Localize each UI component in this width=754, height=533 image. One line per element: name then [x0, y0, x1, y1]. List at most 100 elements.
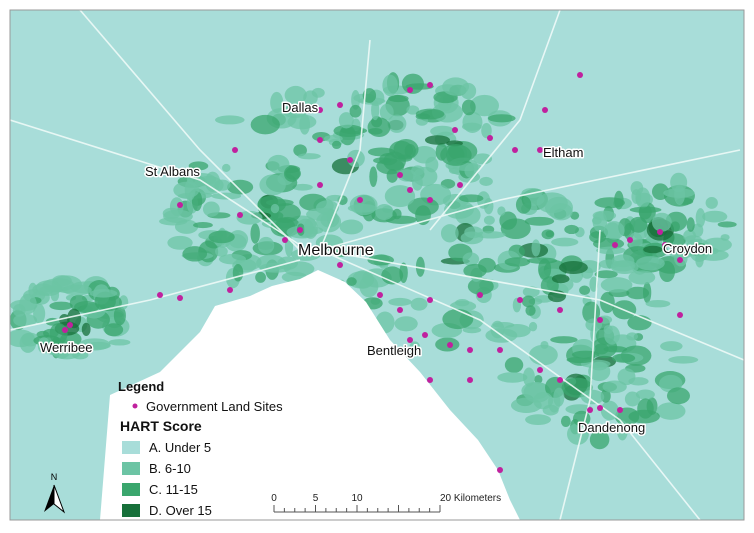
site-dot: [427, 82, 433, 88]
density-patch: [683, 229, 696, 243]
density-patch: [600, 277, 633, 293]
place-label: Dandenong: [578, 420, 645, 435]
site-dot: [597, 317, 603, 323]
density-patch: [367, 117, 391, 138]
density-patch: [255, 271, 266, 283]
density-patch: [542, 404, 559, 416]
density-patch: [635, 389, 655, 400]
density-patch: [635, 256, 665, 271]
density-patch: [602, 380, 627, 394]
density-patch: [487, 114, 516, 123]
port-phillip-bay: [100, 270, 520, 520]
place-label: St Albans: [145, 164, 200, 179]
site-dot: [317, 107, 323, 113]
scale-bar: 0 5 10 20 Kilometers: [271, 493, 501, 513]
density-patch: [222, 163, 231, 172]
density-patch: [283, 165, 300, 182]
site-dot: [427, 197, 433, 203]
density-patch: [270, 91, 284, 113]
density-patch: [522, 367, 535, 387]
density-patch: [387, 114, 407, 133]
north-label: N: [51, 472, 58, 482]
density-patch: [410, 297, 428, 311]
density-patch: [515, 195, 532, 214]
density-patch: [303, 218, 318, 239]
density-patch: [629, 216, 648, 233]
density-patch: [290, 248, 321, 261]
density-patch: [564, 224, 579, 235]
density-patch: [442, 309, 474, 330]
density-patch: [62, 284, 92, 296]
density-patch: [315, 234, 344, 252]
site-dot: [457, 182, 463, 188]
site-dot: [537, 147, 543, 153]
density-patch: [182, 246, 208, 262]
density-patch: [332, 140, 342, 150]
density-patch: [259, 174, 286, 196]
place-label: Bentleigh: [367, 343, 421, 358]
density-patch: [35, 280, 62, 297]
density-patch: [645, 300, 671, 308]
site-dot: [177, 202, 183, 208]
site-dot: [282, 237, 288, 243]
density-patch: [624, 391, 641, 407]
density-patch: [250, 114, 280, 135]
density-patch: [521, 295, 536, 308]
density-patch: [499, 211, 518, 230]
site-dot: [467, 377, 473, 383]
site-dot: [357, 197, 363, 203]
density-patch: [643, 245, 663, 254]
site-dot: [297, 227, 303, 233]
roads: [10, 10, 744, 520]
site-dot: [232, 147, 238, 153]
site-dot: [677, 257, 683, 263]
site-dot: [67, 322, 73, 328]
density-patch: [524, 216, 555, 226]
site-dot: [337, 102, 343, 108]
density-patch: [339, 219, 364, 235]
density-patch: [481, 123, 492, 139]
legend-site-marker: [132, 403, 138, 409]
site-dot: [397, 172, 403, 178]
site-dot: [467, 347, 473, 353]
density-patch: [202, 201, 220, 217]
density-patch: [617, 368, 636, 386]
place-label: Croydon: [663, 241, 712, 256]
site-dot: [407, 337, 413, 343]
density-patch: [560, 415, 571, 428]
scale-label: 5: [313, 493, 319, 504]
density-patch: [415, 256, 425, 277]
density-patch: [702, 210, 728, 223]
site-dot: [627, 237, 633, 243]
density-patch: [399, 262, 408, 284]
density-patch: [459, 194, 484, 203]
density-patch: [461, 99, 476, 116]
site-dot: [317, 137, 323, 143]
site-dot: [557, 377, 563, 383]
density-patch: [394, 316, 418, 332]
density-patch: [497, 206, 506, 216]
density-patch: [463, 263, 487, 278]
density-patch: [504, 357, 524, 373]
density-patch: [580, 389, 605, 405]
place-label: Dallas: [282, 100, 319, 115]
density-patch: [232, 263, 244, 282]
density-patch: [668, 355, 699, 364]
density-patch: [215, 246, 228, 257]
density-patch: [297, 153, 321, 160]
density-patch: [626, 332, 639, 341]
site-dot: [377, 292, 383, 298]
density-patch: [388, 95, 409, 103]
density-patch: [604, 325, 620, 345]
density-patch: [405, 83, 434, 90]
site-dot: [317, 182, 323, 188]
density-patch: [444, 200, 474, 219]
density-patch: [351, 89, 361, 110]
density-patch: [440, 144, 472, 166]
site-dot: [427, 377, 433, 383]
density-patch: [686, 217, 695, 232]
legend-title: Legend: [118, 379, 164, 394]
north-arrow: N: [44, 472, 66, 514]
density-patch: [104, 323, 124, 337]
